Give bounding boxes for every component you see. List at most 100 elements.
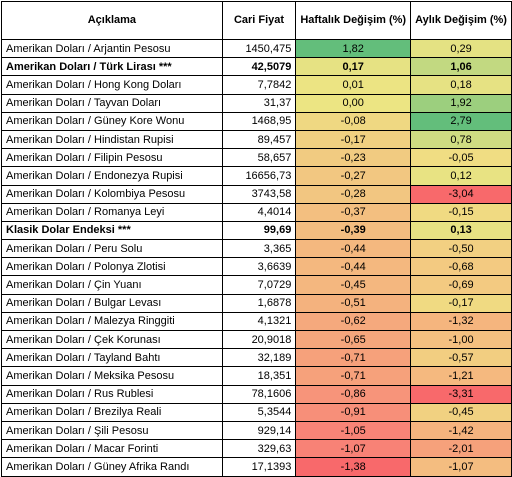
table-row: Klasik Dolar Endeksi *** 99,69 -0,39 0,13 — [1, 220, 512, 241]
row-price: 929,14 — [221, 420, 297, 441]
row-weekly-change: -0,86 — [295, 384, 412, 404]
row-weekly-change: -1,07 — [295, 439, 412, 459]
row-monthly-change: -1,21 — [410, 366, 512, 386]
row-monthly-change: 0,29 — [410, 38, 512, 59]
row-price: 32,189 — [221, 348, 297, 368]
table-row: Amerikan Doları / Güney Kore Wonu 1468,95… — [1, 111, 512, 131]
table-row: Amerikan Doları / Meksika Pesosu 18,351 -0… — [1, 366, 512, 386]
row-weekly-change: -0,27 — [295, 166, 412, 186]
row-price: 3743,58 — [221, 184, 297, 204]
row-price: 7,0729 — [221, 275, 297, 295]
row-monthly-change: -0,69 — [410, 275, 512, 295]
row-monthly-change: 0,13 — [410, 220, 512, 241]
row-price: 4,1321 — [221, 311, 297, 332]
row-weekly-change: -0,44 — [295, 257, 412, 277]
row-label: Klasik Dolar Endeksi *** — [1, 220, 223, 241]
row-monthly-change: -0,57 — [410, 348, 512, 368]
row-price: 99,69 — [221, 220, 297, 241]
row-monthly-change: 2,79 — [410, 111, 512, 131]
row-price: 20,9018 — [221, 329, 297, 350]
table-row: Amerikan Doları / Brezilya Reali 5,3544 -0… — [1, 402, 512, 422]
row-weekly-change: -0,51 — [295, 293, 412, 313]
row-label: Amerikan Doları / Brezilya Reali — [1, 402, 223, 422]
row-price: 4,4014 — [221, 202, 297, 222]
row-weekly-change: -0,71 — [295, 348, 412, 368]
row-weekly-change: -0,08 — [295, 111, 412, 131]
table-row: Amerikan Doları / Türk Lirası *** 42,5079… — [1, 57, 512, 77]
row-monthly-change: -0,05 — [410, 148, 512, 168]
row-label: Amerikan Doları / Malezya Ringgiti — [1, 311, 223, 332]
row-monthly-change: -1,32 — [410, 311, 512, 332]
row-monthly-change: -1,42 — [410, 420, 512, 441]
row-weekly-change: -0,28 — [295, 184, 412, 204]
row-monthly-change: -0,15 — [410, 202, 512, 222]
row-price: 58,657 — [221, 148, 297, 168]
row-label: Amerikan Doları / Bulgar Levası — [1, 293, 223, 313]
row-monthly-change: 0,78 — [410, 129, 512, 150]
row-price: 78,1606 — [221, 384, 297, 404]
row-price: 7,7842 — [221, 75, 297, 95]
row-weekly-change: -0,23 — [295, 148, 412, 168]
table-row: Amerikan Doları / Polonya Zlotisi 3,6639-… — [1, 257, 512, 277]
table-row: Amerikan Doları / Macar Forinti 329,63 -1,… — [1, 439, 512, 459]
row-label: Amerikan Doları / Filipin Pesosu — [1, 148, 223, 168]
header-description: Açıklama — [1, 1, 223, 40]
row-label: Amerikan Doları / Şili Pesosu — [1, 420, 223, 441]
table-row: Amerikan Doları / Tayland Bahtı 32,189 -0,… — [1, 348, 512, 368]
row-label: Amerikan Doları / Hindistan Rupisi — [1, 129, 223, 150]
row-label: Amerikan Doları / Tayland Bahtı — [1, 348, 223, 368]
table-row: Amerikan Doları / Çek Korunası 20,9018 -0,… — [1, 329, 512, 350]
table-row: Amerikan Doları / Filipin Pesosu 58,657 -0… — [1, 148, 512, 168]
row-monthly-change: -0,50 — [410, 239, 512, 259]
row-weekly-change: -1,05 — [295, 420, 412, 441]
table-row: Amerikan Doları / Bulgar Levası 1,6878 -0,… — [1, 293, 512, 313]
row-label: Amerikan Doları / Rus Rublesi — [1, 384, 223, 404]
row-price: 89,457 — [221, 129, 297, 150]
row-monthly-change: -0,68 — [410, 257, 512, 277]
row-label: Amerikan Doları / Güney Kore Wonu — [1, 111, 223, 131]
row-price: 1468,95 — [221, 111, 297, 131]
header-row: Açıklama Cari Fiyat Haftalık Değişim (%)… — [1, 1, 512, 40]
row-price: 5,3544 — [221, 402, 297, 422]
row-label: Amerikan Doları / Endonezya Rupisi — [1, 166, 223, 186]
row-price: 329,63 — [221, 439, 297, 459]
row-price: 3,365 — [221, 239, 297, 259]
row-weekly-change: -0,71 — [295, 366, 412, 386]
row-price: 31,37 — [221, 93, 297, 113]
row-monthly-change: 1,92 — [410, 93, 512, 113]
row-label: Amerikan Doları / Macar Forinti — [1, 439, 223, 459]
row-monthly-change: 0,18 — [410, 75, 512, 95]
row-monthly-change: 0,12 — [410, 166, 512, 186]
row-label: Amerikan Doları / Tayvan Doları — [1, 93, 223, 113]
table-row: Amerikan Doları / Arjantin Pesosu 1450,47… — [1, 38, 512, 59]
table-row: Amerikan Doları / Tayvan Doları 31,37 0,00… — [1, 93, 512, 113]
header-weekly-change: Haftalık Değişim (%) — [295, 1, 412, 40]
table-row: Amerikan Doları / Şili Pesosu 929,14 -1,05… — [1, 420, 512, 441]
row-weekly-change: -0,37 — [295, 202, 412, 222]
table-row: Amerikan Doları / Hong Kong Doları 7,7842… — [1, 75, 512, 95]
table-row: Amerikan Doları / Çin Yuanı 7,0729 -0,45 -0… — [1, 275, 512, 295]
row-price: 42,5079 — [221, 57, 297, 77]
row-price: 1,6878 — [221, 293, 297, 313]
row-weekly-change: -0,62 — [295, 311, 412, 332]
table-row: Amerikan Doları / Endonezya Rupisi 16656,… — [1, 166, 512, 186]
table-row: Amerikan Doları / Rus Rublesi 78,1606 -0,8… — [1, 384, 512, 404]
row-label: Amerikan Doları / Romanya Leyi — [1, 202, 223, 222]
row-monthly-change: -0,17 — [410, 293, 512, 313]
row-weekly-change: -0,17 — [295, 129, 412, 150]
row-price: 18,351 — [221, 366, 297, 386]
row-label: Amerikan Doları / Arjantin Pesosu — [1, 38, 223, 59]
row-price: 1450,475 — [221, 38, 297, 59]
row-price: 16656,73 — [221, 166, 297, 186]
table-row: Amerikan Doları / Romanya Leyi 4,4014 -0,3… — [1, 202, 512, 222]
table-body: Amerikan Doları / Arjantin Pesosu 1450,47… — [1, 38, 512, 477]
row-monthly-change: -1,07 — [410, 457, 512, 477]
row-monthly-change: -2,01 — [410, 439, 512, 459]
header-current-price: Cari Fiyat — [221, 1, 297, 40]
row-weekly-change: 0,01 — [295, 75, 412, 95]
row-label: Amerikan Doları / Kolombiya Pesosu — [1, 184, 223, 204]
row-monthly-change: 1,06 — [410, 57, 512, 77]
row-weekly-change: 1,82 — [295, 38, 412, 59]
row-label: Amerikan Doları / Meksika Pesosu — [1, 366, 223, 386]
